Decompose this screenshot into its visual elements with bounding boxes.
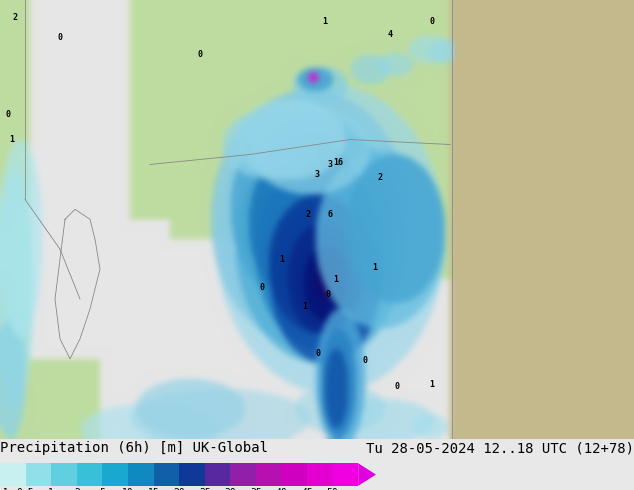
Text: 0: 0 xyxy=(363,356,368,366)
Text: 1: 1 xyxy=(302,302,307,312)
Text: 2: 2 xyxy=(306,210,311,219)
Bar xyxy=(102,463,128,486)
Text: 0.5: 0.5 xyxy=(16,488,34,490)
Text: 35: 35 xyxy=(250,488,262,490)
Text: 2: 2 xyxy=(74,488,80,490)
Text: 1: 1 xyxy=(323,18,328,26)
Text: 0.1: 0.1 xyxy=(0,488,9,490)
Bar xyxy=(77,463,102,486)
Text: 1: 1 xyxy=(280,255,285,264)
Bar xyxy=(0,463,25,486)
Bar xyxy=(179,463,205,486)
Bar xyxy=(25,463,51,486)
Text: 0: 0 xyxy=(394,382,399,391)
Bar xyxy=(205,463,230,486)
Text: 1: 1 xyxy=(10,135,15,144)
Text: 45: 45 xyxy=(301,488,313,490)
Text: 1: 1 xyxy=(333,274,339,284)
Bar xyxy=(51,463,77,486)
Text: 0: 0 xyxy=(325,290,330,298)
Text: 3: 3 xyxy=(328,160,332,169)
Text: 6: 6 xyxy=(328,210,332,219)
Text: 2: 2 xyxy=(377,173,382,182)
Text: 0: 0 xyxy=(259,283,264,292)
Text: 10: 10 xyxy=(122,488,134,490)
Text: 15: 15 xyxy=(148,488,159,490)
Text: 1: 1 xyxy=(48,488,54,490)
Bar xyxy=(333,463,358,486)
Text: 1: 1 xyxy=(373,263,377,271)
Text: 0: 0 xyxy=(198,50,202,59)
Text: 0: 0 xyxy=(316,349,321,358)
Text: 1: 1 xyxy=(429,380,434,389)
Bar xyxy=(256,463,281,486)
Text: 2: 2 xyxy=(13,13,18,23)
Polygon shape xyxy=(358,463,376,486)
Text: 25: 25 xyxy=(199,488,210,490)
Text: Tu 28-05-2024 12..18 UTC (12+78): Tu 28-05-2024 12..18 UTC (12+78) xyxy=(366,441,634,455)
Text: 40: 40 xyxy=(276,488,287,490)
Bar xyxy=(230,463,256,486)
Text: 30: 30 xyxy=(224,488,236,490)
Text: 5: 5 xyxy=(100,488,105,490)
Text: 0: 0 xyxy=(429,18,434,26)
Text: 20: 20 xyxy=(173,488,185,490)
Bar xyxy=(153,463,179,486)
Bar xyxy=(307,463,333,486)
Text: 0: 0 xyxy=(6,110,11,119)
Text: 0: 0 xyxy=(58,33,63,42)
Text: 4: 4 xyxy=(387,30,392,39)
Text: 16: 16 xyxy=(333,158,343,167)
Text: 50: 50 xyxy=(327,488,339,490)
Bar xyxy=(128,463,153,486)
Text: 3: 3 xyxy=(314,170,320,179)
Text: Precipitation (6h) [m] UK-Global: Precipitation (6h) [m] UK-Global xyxy=(0,441,268,455)
Bar xyxy=(281,463,307,486)
